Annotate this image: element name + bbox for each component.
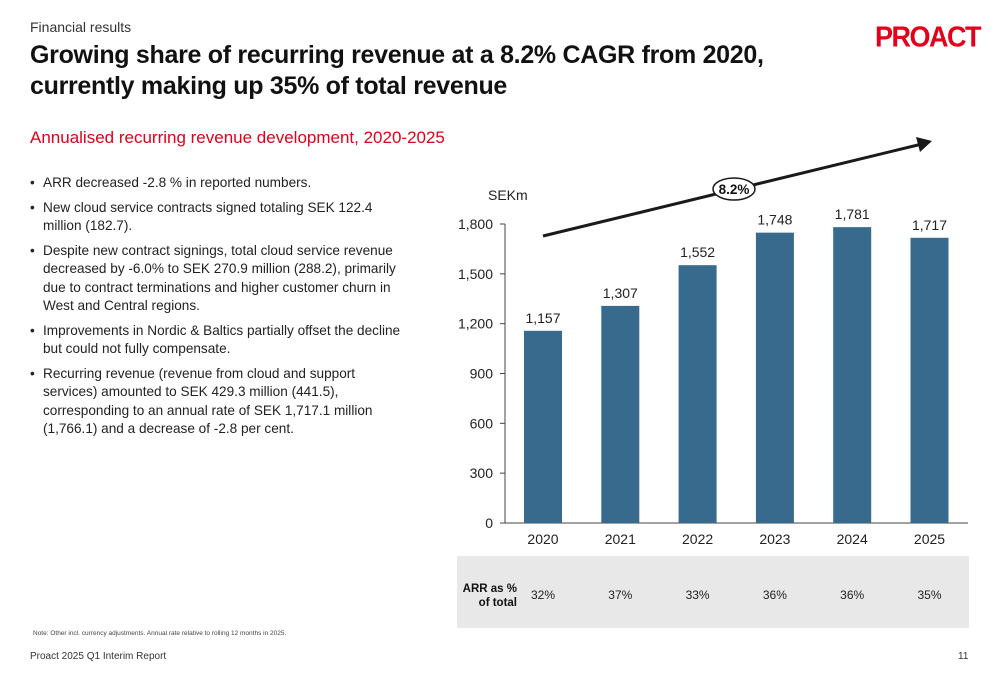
x-tick-label: 2024	[837, 531, 868, 547]
bar-value-label: 1,781	[835, 206, 870, 222]
arr-share-value: 37%	[608, 588, 633, 602]
y-tick-label: 300	[470, 465, 494, 481]
bar-2020	[524, 330, 562, 523]
footnote: Note: Other incl. currency adjustments. …	[33, 630, 287, 637]
cagr-arrow-head	[916, 137, 932, 152]
y-axis-unit: SEKm	[488, 187, 528, 203]
arr-share-value: 36%	[840, 588, 865, 602]
bar-value-label: 1,307	[603, 285, 638, 301]
bullet-item: Improvements in Nordic & Baltics partial…	[30, 322, 410, 359]
bullet-item: Recurring revenue (revenue from cloud an…	[30, 365, 410, 439]
arr-row-label: ARR as % of total	[462, 583, 517, 609]
proact-logo: PROACT	[875, 21, 982, 53]
bar-value-label: 1,157	[525, 310, 560, 326]
y-tick-label: 600	[470, 415, 494, 431]
x-tick-label: 2021	[605, 531, 636, 547]
bullet-list: ARR decreased -2.8 % in reported numbers…	[30, 174, 410, 445]
footer-report-name: Proact 2025 Q1 Interim Report	[30, 651, 167, 662]
page-number: 11	[958, 651, 969, 662]
bar-value-label: 1,717	[912, 217, 947, 233]
bullet-item: ARR decreased -2.8 % in reported numbers…	[30, 174, 410, 193]
x-tick-label: 2025	[914, 531, 945, 547]
x-tick-label: 2020	[527, 531, 558, 547]
bullet-item: New cloud service contracts signed total…	[30, 199, 410, 236]
y-tick-label: 0	[485, 515, 493, 531]
bar-2024	[833, 227, 872, 523]
arr-share-value: 35%	[917, 588, 942, 602]
arr-share-value: 36%	[762, 588, 787, 602]
section-kicker: Financial results	[30, 19, 132, 35]
arr-share-value: 33%	[685, 588, 710, 602]
chart-subtitle: Annualised recurring revenue development…	[30, 128, 445, 147]
bar-value-label: 1,552	[680, 244, 715, 260]
arr-share-table	[457, 556, 969, 628]
y-tick-label: 900	[470, 366, 494, 382]
bullet-item: Despite new contract signings, total clo…	[30, 242, 410, 316]
bar-2022	[678, 265, 717, 523]
page-title: Growing share of recurring revenue at a …	[30, 41, 764, 100]
x-tick-label: 2023	[759, 531, 790, 547]
y-tick-label: 1,800	[458, 216, 493, 232]
y-tick-label: 1,500	[458, 266, 493, 282]
y-tick-label: 1,200	[458, 316, 493, 332]
bar-value-label: 1,748	[757, 212, 792, 228]
cagr-badge	[712, 177, 756, 201]
arr-share-value: 32%	[530, 588, 556, 602]
bar-2023	[755, 232, 794, 524]
x-tick-label: 2022	[682, 531, 713, 547]
bar-2025	[910, 237, 949, 523]
cagr-label: 8.2%	[719, 182, 750, 197]
bar-2021	[601, 305, 640, 523]
